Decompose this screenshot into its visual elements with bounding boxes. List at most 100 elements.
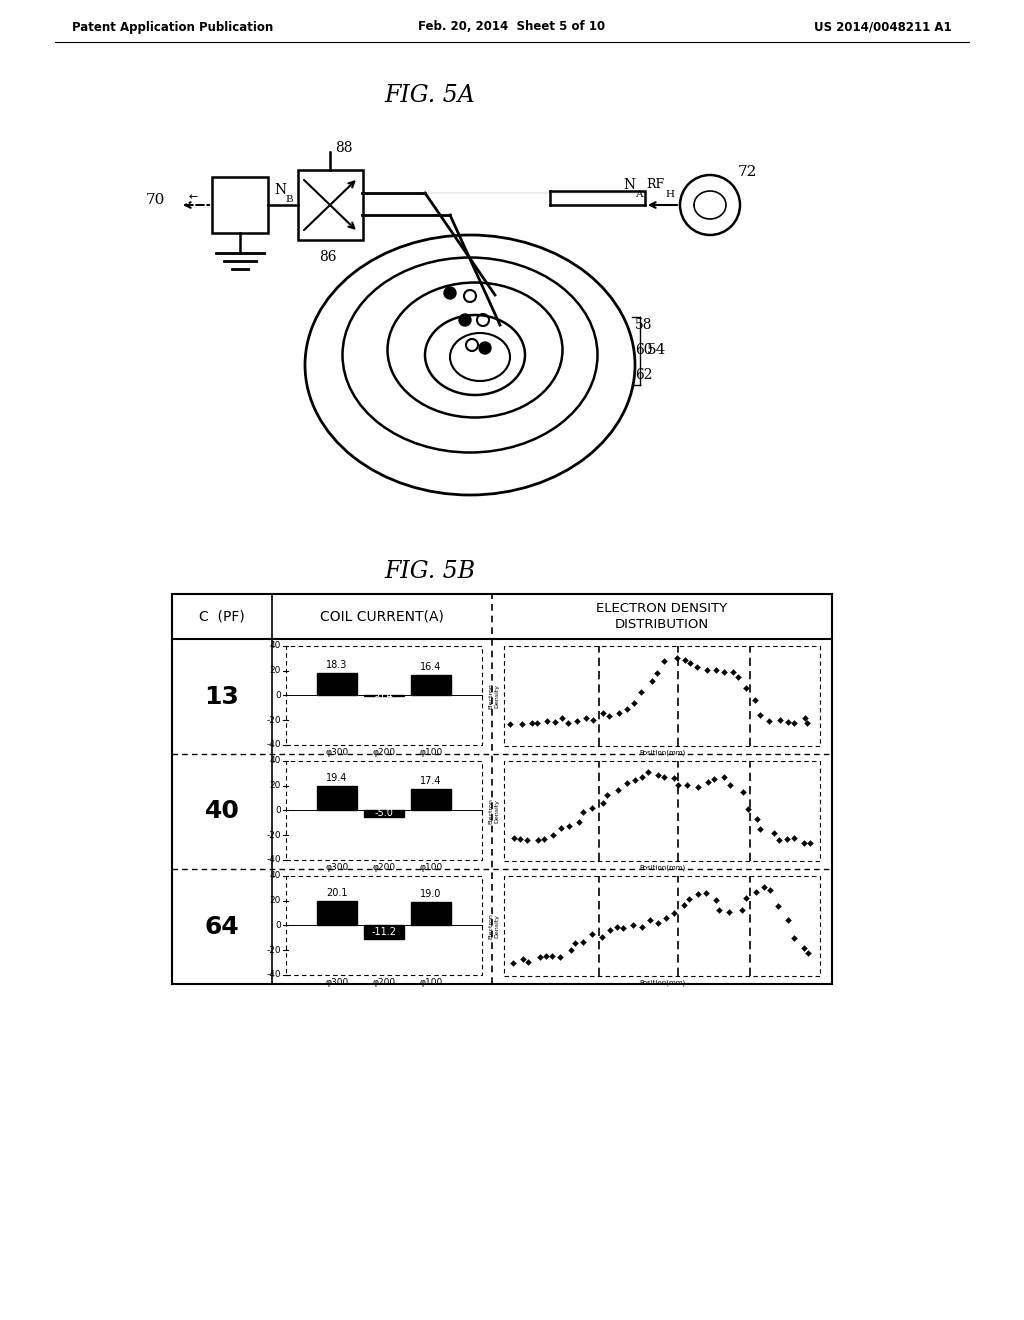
Text: -20: -20 — [266, 945, 281, 954]
Point — [737, 887, 754, 908]
Point — [530, 829, 547, 850]
Point — [594, 927, 610, 948]
Point — [627, 770, 643, 791]
Bar — [317, 900, 356, 925]
Bar — [412, 902, 451, 925]
Point — [574, 801, 591, 822]
Text: A: A — [636, 190, 643, 199]
Point — [666, 903, 682, 924]
Point — [666, 768, 682, 789]
Point — [634, 916, 650, 937]
Point — [584, 797, 600, 818]
Point — [505, 952, 521, 973]
Text: φ200: φ200 — [373, 863, 395, 871]
Point — [599, 784, 615, 805]
Bar — [365, 810, 403, 817]
Text: ←: ← — [188, 191, 198, 202]
Point — [738, 677, 755, 698]
Text: 40: 40 — [269, 756, 281, 766]
Point — [563, 940, 580, 961]
Point — [575, 932, 592, 953]
Text: 20: 20 — [269, 667, 281, 675]
Text: FIG. 5A: FIG. 5A — [385, 83, 475, 107]
Point — [799, 713, 815, 734]
Bar — [172, 594, 831, 983]
Point — [514, 714, 530, 735]
Text: H: H — [665, 190, 674, 199]
Text: US 2014/0048211 A1: US 2014/0048211 A1 — [814, 21, 952, 33]
Point — [545, 825, 561, 846]
Point — [733, 899, 750, 920]
Text: -20: -20 — [266, 715, 281, 725]
Point — [796, 833, 812, 854]
Point — [608, 916, 625, 937]
Text: 62: 62 — [635, 368, 652, 381]
Bar — [286, 645, 482, 744]
Point — [649, 663, 666, 684]
Text: 40: 40 — [205, 800, 240, 824]
Text: Patent Application Publication: Patent Application Publication — [72, 21, 273, 33]
Text: 40: 40 — [269, 642, 281, 651]
Text: N: N — [273, 183, 286, 197]
Point — [578, 708, 594, 729]
Text: Electron
Density: Electron Density — [488, 913, 499, 940]
Text: 88: 88 — [335, 141, 352, 154]
Text: 0: 0 — [275, 690, 281, 700]
Text: φ300: φ300 — [326, 978, 348, 987]
Text: C  (PF): C (PF) — [199, 610, 245, 623]
Point — [708, 660, 724, 681]
Text: Electron
Density: Electron Density — [488, 684, 499, 709]
Point — [523, 713, 540, 734]
Point — [785, 928, 802, 949]
Point — [544, 945, 560, 966]
Point — [766, 822, 782, 843]
Bar — [317, 673, 356, 696]
Point — [559, 713, 575, 734]
Text: 20.1: 20.1 — [327, 887, 348, 898]
Text: 70: 70 — [145, 193, 165, 207]
Bar — [412, 789, 451, 810]
Point — [756, 876, 772, 898]
Point — [785, 713, 802, 734]
Point — [512, 828, 528, 849]
Text: RF: RF — [646, 178, 664, 191]
Text: Feb. 20, 2014  Sheet 5 of 10: Feb. 20, 2014 Sheet 5 of 10 — [419, 21, 605, 33]
Text: ELECTRON DENSITY
DISTRIBUTION: ELECTRON DENSITY DISTRIBUTION — [596, 602, 728, 631]
Point — [725, 661, 741, 682]
Point — [657, 908, 674, 929]
Circle shape — [479, 342, 490, 354]
Point — [626, 692, 642, 713]
Point — [706, 768, 722, 789]
Point — [752, 818, 768, 840]
Point — [749, 809, 765, 830]
Point — [540, 711, 556, 733]
Point — [670, 774, 686, 795]
Text: B: B — [286, 195, 293, 205]
Point — [800, 942, 816, 964]
Point — [698, 659, 715, 680]
Point — [779, 829, 796, 850]
Point — [520, 952, 537, 973]
Point — [618, 772, 635, 793]
Point — [538, 945, 554, 966]
Point — [585, 924, 601, 945]
Point — [721, 902, 737, 923]
Point — [779, 711, 796, 733]
Text: 60: 60 — [635, 343, 652, 356]
Bar — [504, 876, 820, 975]
Point — [567, 932, 584, 953]
Text: -20: -20 — [266, 830, 281, 840]
Point — [649, 764, 666, 785]
Point — [697, 883, 714, 904]
Point — [739, 799, 756, 820]
Point — [711, 899, 727, 920]
Text: 20: 20 — [269, 896, 281, 906]
Text: Position(mm): Position(mm) — [639, 750, 685, 756]
Point — [780, 909, 797, 931]
Point — [656, 766, 673, 787]
Point — [531, 946, 548, 968]
Text: 54: 54 — [647, 343, 667, 356]
Bar — [286, 760, 482, 859]
Bar — [286, 876, 482, 974]
Bar — [317, 787, 356, 810]
